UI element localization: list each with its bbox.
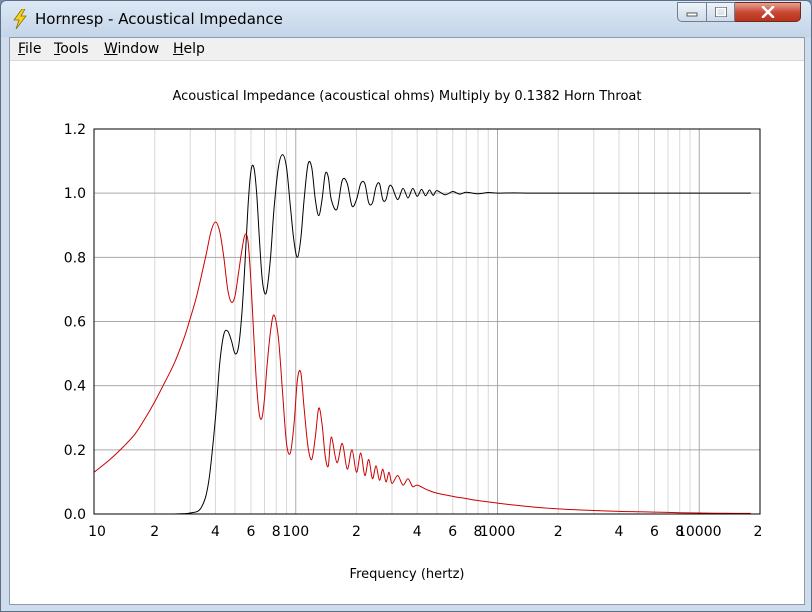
- x-tick-label: 6: [448, 524, 457, 540]
- close-icon: [761, 6, 774, 18]
- menu-help[interactable]: Help: [173, 41, 205, 57]
- minimize-button[interactable]: [677, 2, 707, 22]
- chart-title: Acoustical Impedance (acoustical ohms) M…: [172, 89, 641, 104]
- x-tick-label: 8: [675, 524, 684, 540]
- menu-window[interactable]: Window: [104, 41, 160, 57]
- maximize-button[interactable]: [707, 2, 735, 22]
- y-tick-label: 1.0: [64, 186, 86, 202]
- plot-area: Acoustical Impedance (acoustical ohms) M…: [10, 61, 804, 604]
- maximize-icon: [714, 7, 727, 17]
- client-area: File Tools Window Help Acoustical Impeda…: [9, 37, 805, 605]
- lightning-bolt-icon: [13, 9, 27, 29]
- x-tick-label: 8: [272, 524, 281, 540]
- x-tick-label: 1000: [480, 524, 516, 540]
- series-line-black: [174, 154, 751, 515]
- y-tick-label: 0.6: [64, 315, 86, 331]
- grid: [94, 129, 760, 514]
- x-axis-label: Frequency (hertz): [350, 567, 465, 582]
- x-tick-label: 10: [88, 524, 106, 540]
- title-bar[interactable]: Hornresp - Acoustical Impedance: [1, 1, 811, 37]
- window-title: Hornresp - Acoustical Impedance: [35, 10, 283, 28]
- x-tick-label: 2: [754, 524, 763, 540]
- x-tick-label: 2: [150, 524, 159, 540]
- y-tick-label: 0.2: [64, 443, 86, 459]
- y-tick-label: 1.2: [64, 122, 86, 138]
- x-tick-label: 2: [554, 524, 563, 540]
- x-tick-label: 4: [413, 524, 422, 540]
- x-tick-label: 8: [473, 524, 482, 540]
- x-tick-label: 10000: [677, 524, 722, 540]
- x-tick-label: 6: [247, 524, 256, 540]
- plot-frame: [93, 128, 761, 515]
- series-line-red: [93, 221, 751, 514]
- y-tick-label: 0.0: [64, 507, 86, 523]
- impedance-chart: Acoustical Impedance (acoustical ohms) M…: [64, 89, 763, 582]
- y-tick-label: 0.4: [64, 379, 86, 395]
- x-tick-label: 4: [615, 524, 624, 540]
- minimize-icon: [686, 12, 698, 17]
- y-tick-label: 0.8: [64, 250, 86, 266]
- menu-file[interactable]: File: [18, 41, 42, 57]
- close-button[interactable]: [735, 2, 801, 22]
- x-tick-label: 4: [211, 524, 220, 540]
- x-tick-label: 6: [650, 524, 659, 540]
- menu-tools[interactable]: Tools: [54, 41, 89, 57]
- y-axis-ticks: 0.0 0.2 0.4 0.6 0.8 1.0 1.2: [64, 122, 86, 523]
- x-tick-label: 2: [352, 524, 361, 540]
- series-group: [93, 154, 751, 515]
- x-tick-label: 100: [282, 524, 309, 540]
- menu-bar: File Tools Window Help: [10, 38, 804, 61]
